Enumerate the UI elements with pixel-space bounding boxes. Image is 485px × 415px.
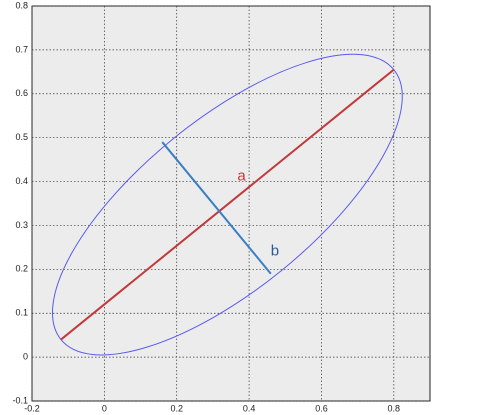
x-tick-label: 0.4 [243,403,256,413]
annotation: a [237,168,246,185]
y-tick-label: 0.2 [15,264,28,274]
y-tick-label: -0.1 [12,395,28,405]
y-tick-label: 0.5 [15,132,28,142]
x-tick-label: 0.2 [170,403,183,413]
y-tick-label: 0.8 [15,0,28,10]
y-tick-label: 0.3 [15,220,28,230]
y-tick-label: 0.7 [15,44,28,54]
y-tick-label: 0.4 [15,176,28,186]
chart: -0.200.20.40.60.8-0.100.10.20.30.40.50.6… [0,0,485,415]
x-tick-label: 0.6 [315,403,328,413]
x-tick-label: 0.8 [388,403,401,413]
plot-area [32,6,430,401]
x-tick-label: 0 [102,403,107,413]
y-tick-label: 0.1 [15,308,28,318]
y-tick-label: 0.6 [15,88,28,98]
annotation: b [271,243,279,260]
y-tick-label: 0 [23,351,28,361]
